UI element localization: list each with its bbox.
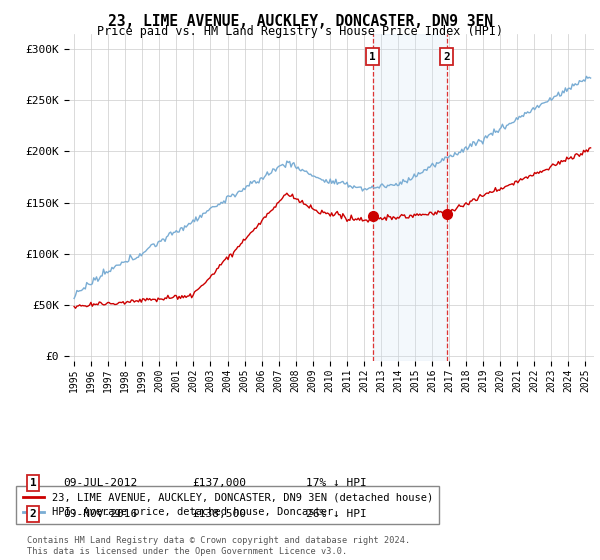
Text: 09-JUL-2012: 09-JUL-2012	[63, 478, 137, 488]
Text: 1: 1	[29, 478, 37, 488]
Text: 23, LIME AVENUE, AUCKLEY, DONCASTER, DN9 3EN: 23, LIME AVENUE, AUCKLEY, DONCASTER, DN9…	[107, 14, 493, 29]
Text: 2: 2	[443, 52, 450, 62]
Legend: 23, LIME AVENUE, AUCKLEY, DONCASTER, DN9 3EN (detached house), HPI: Average pric: 23, LIME AVENUE, AUCKLEY, DONCASTER, DN9…	[16, 486, 439, 524]
Text: 2: 2	[29, 509, 37, 519]
Text: 26% ↓ HPI: 26% ↓ HPI	[306, 509, 367, 519]
Bar	[373, 34, 447, 361]
Text: 17% ↓ HPI: 17% ↓ HPI	[306, 478, 367, 488]
Text: £138,500: £138,500	[192, 509, 246, 519]
Text: £137,000: £137,000	[192, 478, 246, 488]
Text: 1: 1	[370, 52, 376, 62]
Text: Price paid vs. HM Land Registry's House Price Index (HPI): Price paid vs. HM Land Registry's House …	[97, 25, 503, 38]
Text: Contains HM Land Registry data © Crown copyright and database right 2024.
This d: Contains HM Land Registry data © Crown c…	[27, 536, 410, 556]
Text: 09-NOV-2016: 09-NOV-2016	[63, 509, 137, 519]
